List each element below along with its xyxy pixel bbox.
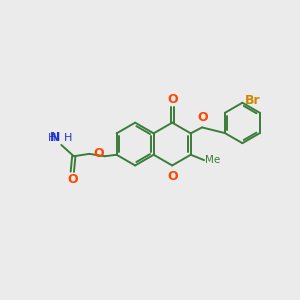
Text: Me: Me: [205, 155, 220, 165]
Text: O: O: [67, 173, 78, 186]
Text: O: O: [167, 93, 178, 106]
Text: Br: Br: [245, 94, 261, 107]
Text: O: O: [197, 111, 208, 124]
Text: O: O: [93, 147, 104, 161]
Text: O: O: [167, 170, 178, 183]
Text: N: N: [50, 131, 60, 144]
Text: H: H: [48, 134, 56, 143]
Text: H: H: [64, 133, 72, 143]
